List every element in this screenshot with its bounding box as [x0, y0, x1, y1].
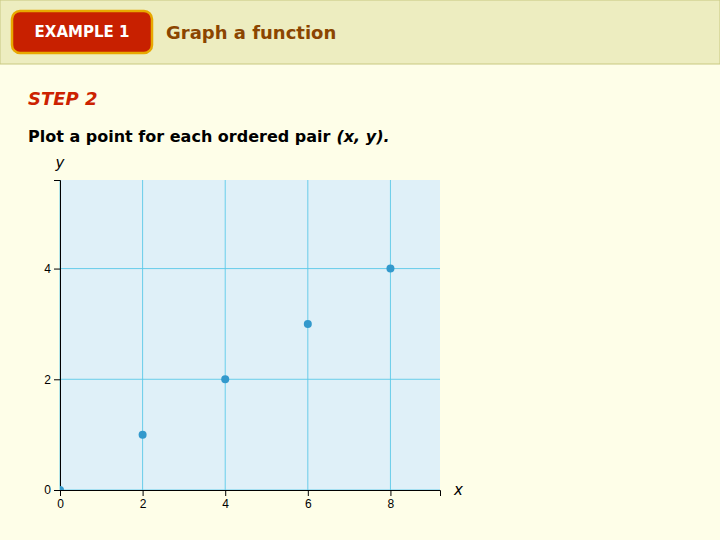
x-tick: 8	[388, 490, 395, 511]
x-tick: 0	[57, 490, 64, 511]
grid-line-y	[60, 268, 440, 269]
grid-line-x	[225, 180, 226, 490]
y-tick: 4	[44, 262, 60, 276]
x-tick-mark	[143, 490, 144, 496]
example-button	[12, 11, 152, 53]
points	[60, 265, 394, 490]
y-axis-label: y	[55, 154, 66, 172]
x-axis-line	[61, 491, 441, 497]
grid-line-y	[60, 379, 440, 380]
point	[60, 486, 64, 490]
y-tick: 2	[44, 373, 60, 387]
x-tick-label: 2	[140, 497, 147, 511]
plot: 0 2 4 6 8 0 2 4	[44, 180, 440, 511]
example-label: EXAMPLE 1	[35, 23, 130, 41]
x-tick-label: 4	[222, 497, 229, 511]
x-tick-label: 6	[305, 497, 312, 511]
point	[221, 375, 229, 383]
y-tick-mark	[54, 269, 60, 270]
grid-line-x	[142, 180, 143, 490]
point	[386, 265, 394, 273]
y-tick-mark	[54, 490, 60, 491]
y-tick-mark	[54, 379, 60, 380]
grid-line-x	[390, 180, 391, 490]
grid-line-x	[307, 180, 308, 490]
x-tick-mark	[390, 490, 391, 496]
x-tick: 4	[222, 490, 229, 511]
y-tick-label: 4	[44, 262, 51, 276]
step-label: STEP 2	[28, 88, 98, 109]
header-band	[0, 0, 720, 64]
chart-title: Graph a function	[166, 22, 336, 43]
x-tick-label: 8	[388, 497, 395, 511]
body-text-italic: (x, y).	[336, 127, 389, 146]
x-tick: 6	[305, 490, 312, 511]
x-axis: 0 2 4 6 8	[57, 490, 440, 511]
y-tick-label: 2	[44, 373, 51, 387]
point	[139, 431, 147, 439]
point	[304, 320, 312, 328]
x-tick: 2	[140, 490, 147, 511]
grid	[60, 180, 440, 490]
plot-background	[60, 180, 440, 490]
y-tick: 0	[44, 483, 60, 497]
chart-svg: EXAMPLE 1 Graph a function STEP 2 Plot a po…	[0, 0, 720, 540]
body-text: Plot a point for each ordered pair	[28, 127, 331, 146]
x-tick-mark	[225, 490, 226, 496]
x-tick-label: 0	[57, 497, 64, 511]
y-axis: 0 2 4	[44, 181, 60, 498]
x-axis-label: x	[453, 481, 463, 499]
y-tick-label: 0	[44, 483, 51, 497]
x-tick-mark	[308, 490, 309, 496]
y-axis-line	[54, 181, 61, 491]
